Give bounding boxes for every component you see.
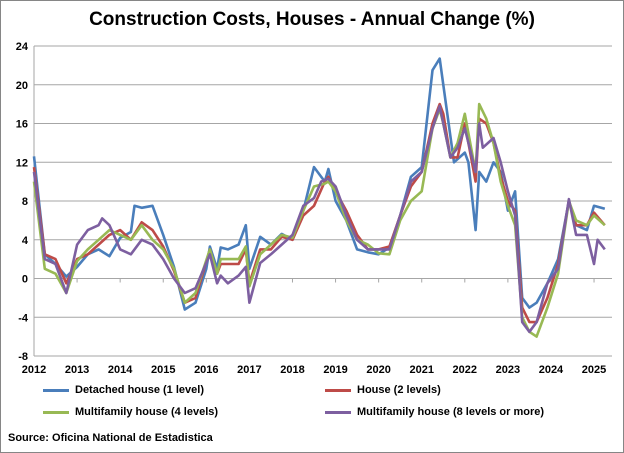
x-tick-label: 2017 <box>237 364 261 376</box>
legend-swatch <box>43 410 69 414</box>
series-line-3 <box>32 102 606 338</box>
y-tick-label: 4 <box>22 235 29 247</box>
y-tick-label: 16 <box>16 119 28 131</box>
legend-item-multifamily-8: Multifamily house (8 levels or more) <box>325 406 544 418</box>
y-tick-label: 0 <box>22 274 28 286</box>
legend-swatch <box>325 388 351 392</box>
y-tick-label: -4 <box>18 312 29 324</box>
x-tick-label: 2022 <box>453 364 477 376</box>
x-tick-label: 2019 <box>323 364 347 376</box>
x-tick-label: 2012 <box>22 364 46 376</box>
x-tick-label: 2014 <box>108 364 133 376</box>
y-tick-label: 24 <box>16 41 29 53</box>
legend-label: Detached house (1 level) <box>75 384 204 396</box>
legend-label: Multifamily house (8 levels or more) <box>357 406 545 418</box>
x-tick-label: 2013 <box>65 364 89 376</box>
x-tick-label: 2025 <box>582 364 606 376</box>
y-tick-label: -8 <box>18 351 28 363</box>
legend-swatch <box>43 388 69 392</box>
source-note: Source: Oficina National de Estadistica <box>8 432 213 444</box>
chart-title: Construction Costs, Houses - Annual Chan… <box>89 9 535 30</box>
y-tick-label: 12 <box>16 157 28 169</box>
legend-label: House (2 levels) <box>357 384 441 396</box>
series-line-4 <box>32 104 606 334</box>
x-tick-label: 2023 <box>496 364 520 376</box>
x-tick-label: 2024 <box>539 364 564 376</box>
legend-item-house-2: House (2 levels) <box>325 384 441 396</box>
x-tick-label: 2018 <box>280 364 304 376</box>
x-tick-label: 2020 <box>366 364 390 376</box>
y-tick-label: 20 <box>16 80 28 92</box>
legend-label: Multifamily house (4 levels) <box>75 406 219 418</box>
legend-item-multifamily-4: Multifamily house (4 levels) <box>43 406 218 418</box>
x-tick-label: 2016 <box>194 364 218 376</box>
x-tick-label: 2021 <box>409 364 433 376</box>
y-tick-label: 8 <box>22 196 28 208</box>
legend-swatch <box>325 410 351 414</box>
x-tick-label: 2015 <box>151 364 175 376</box>
legend-item-detached: Detached house (1 level) <box>43 384 204 396</box>
